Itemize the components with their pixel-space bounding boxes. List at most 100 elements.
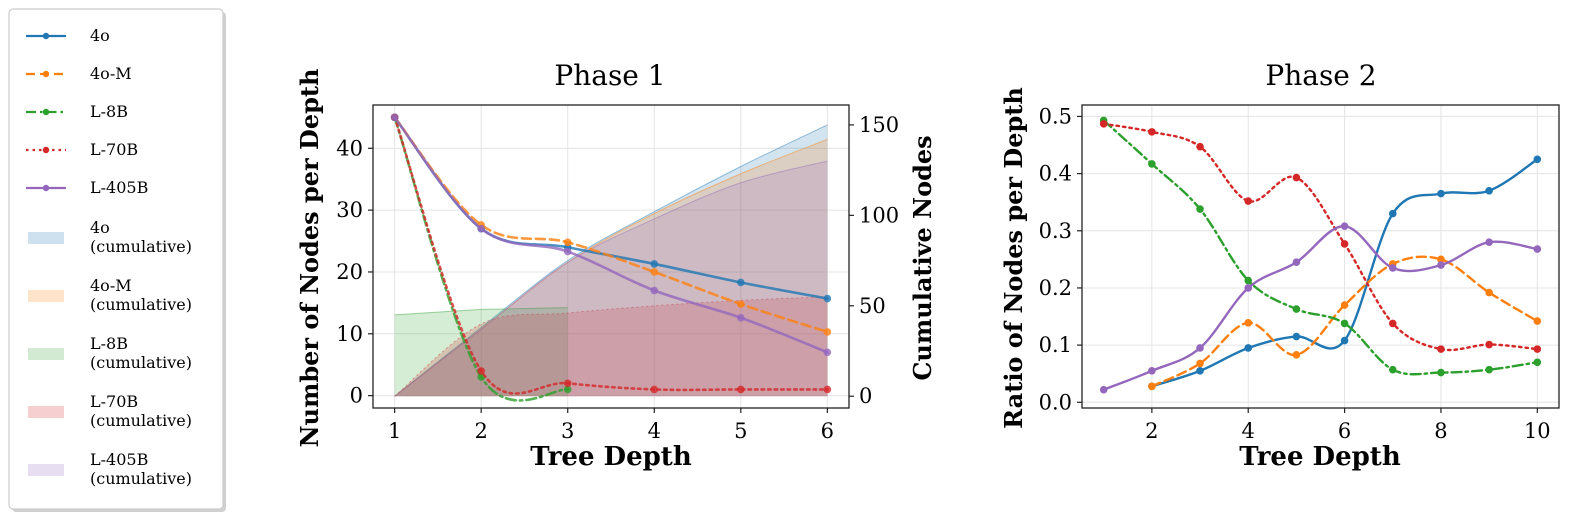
phase2-point-4o: [1388, 209, 1397, 218]
phase2-point-l-405b: [1485, 238, 1493, 247]
legend-frame: [8, 8, 224, 510]
phase2-ytick-label: 0.3: [1039, 219, 1072, 243]
phase2-point-l-405b: [1148, 367, 1156, 375]
phase1-point-l-70b: [650, 385, 659, 394]
phase1-ytick-label: 40: [336, 136, 363, 160]
phase1-y2tick-label: 150: [859, 113, 899, 137]
phase1-area-l-405b-cumulative: [394, 161, 828, 397]
legend-patch-sublabel-4o-m: (cumulative): [90, 295, 192, 314]
legend-patch-sublabel-4o: (cumulative): [90, 237, 192, 256]
phase2-line-l-70b: [1102, 122, 1539, 352]
phase1-area-4o-m-cumulative: [394, 139, 828, 397]
phase1-point-l-405b: [737, 313, 745, 322]
phase1-ylabel: Number of Nodes per Depth: [295, 69, 324, 448]
phase2-point-l-70b: [1292, 173, 1301, 182]
phase2-axes-frame: [1081, 104, 1560, 409]
phase1-point-l-405b: [563, 247, 572, 256]
phase1-point-4o-m: [737, 300, 745, 308]
legend-patch-label-4o-m: 4o-M: [90, 276, 132, 295]
legend-marker-4o: [42, 32, 50, 40]
phase2-point-4o: [1292, 332, 1301, 341]
phase2-title: Phase 2: [1265, 59, 1376, 92]
phase2-point-l-405b: [1437, 261, 1445, 269]
phase2-point-4o: [1437, 189, 1445, 198]
phase2-point-4o-m: [1196, 359, 1204, 368]
phase1-point-4o: [737, 278, 745, 287]
legend-patch-label-l-405b: L-405B: [90, 450, 148, 469]
phase1-title: Phase 1: [554, 59, 665, 92]
phase2-point-l-405b: [1388, 264, 1397, 272]
phase2-chart: Phase 2 2 4 6 8 10 0.0 0.1 0.2 0.3 0.4 0.5 Tree De…: [999, 59, 1560, 472]
phase1-y2tick-label: 50: [859, 294, 886, 318]
phase1-point-l-405b: [823, 348, 832, 357]
phase2-point-l-405b: [1196, 344, 1204, 352]
phase2-point-l-70b: [1099, 120, 1108, 128]
phase2-point-l-70b: [1533, 345, 1542, 353]
phase2-ytick-label: 0.5: [1039, 104, 1072, 128]
phase1-line-l-8b: [393, 116, 570, 402]
phase2-point-l-8b: [1196, 205, 1204, 213]
phase2-point-l-70b: [1244, 197, 1253, 205]
phase2-ytick-label: 0.2: [1039, 276, 1072, 300]
legend-label-4o: 4o: [90, 26, 110, 45]
phase1-point-l-405b: [477, 224, 485, 233]
phase2-point-l-8b: [1388, 365, 1397, 374]
phase1-ytick-label: 10: [336, 322, 363, 346]
phase2-point-l-8b: [1533, 358, 1542, 367]
phase1-xlabel: Tree Depth: [530, 442, 692, 472]
phase2-point-4o-m: [1533, 317, 1542, 325]
legend-patch-sublabel-l-70b: (cumulative): [90, 411, 192, 430]
phase2-point-4o-m: [1340, 301, 1349, 309]
legend-marker-l-405b: [42, 184, 50, 192]
phase2-point-4o: [1340, 336, 1349, 345]
legend-patch-l-405b-cumulative: [28, 464, 64, 476]
phase1-xtick-label: 2: [474, 419, 487, 443]
phase2-ytick-label: 0.0: [1039, 390, 1072, 414]
legend: 4o4o-ML-8BL-70BL-405B4o(cumulative)4o-M(…: [8, 8, 226, 512]
phase2-point-l-8b: [1148, 160, 1156, 168]
phase2-xlabel: Tree Depth: [1239, 442, 1401, 472]
phase2-xtick-label: 8: [1434, 419, 1447, 443]
legend-marker-4o-m: [42, 70, 50, 78]
phase2-point-l-70b: [1148, 128, 1156, 136]
phase1-y2label: Cumulative Nodes: [908, 135, 937, 380]
phase2-point-4o-m: [1437, 255, 1445, 264]
phase2-xtick-label: 4: [1242, 419, 1255, 443]
phase1-xtick-label: 6: [821, 419, 834, 443]
phase1-area-4o-cumulative: [394, 124, 828, 397]
phase1-chart: Phase 1 1 2 3 4 5 6 0 10 20 30 40 0 50 100 150 Tree De…: [295, 59, 937, 472]
phase2-point-l-405b: [1340, 222, 1349, 230]
phase2-point-l-70b: [1340, 240, 1349, 248]
legend-label-l-405b: L-405B: [90, 178, 148, 197]
phase1-line-l-405b: [393, 116, 829, 354]
phase1-xtick-label: 4: [648, 419, 661, 443]
legend-marker-l-8b: [42, 108, 50, 116]
phase2-ytick-label: 0.4: [1039, 162, 1072, 186]
phase1-point-l-405b: [650, 286, 659, 295]
phase2-ytick-label: 0.1: [1039, 333, 1072, 357]
phase1-area-edge-l-8b-cumulative: [394, 307, 568, 316]
phase2-point-l-8b: [1437, 368, 1445, 377]
phase1-area-l-70b-cumulative: [394, 296, 828, 397]
phase2-point-4o-m: [1292, 351, 1301, 359]
legend-patch-4o-m-cumulative: [28, 290, 64, 302]
phase2-ylabel: Ratio of Nodes per Depth: [999, 87, 1028, 429]
phase1-point-4o: [650, 260, 659, 268]
phase1-axes-frame: [372, 104, 850, 409]
legend-label-l-8b: L-8B: [90, 102, 128, 121]
phase2-line-l-405b: [1102, 224, 1539, 391]
phase2-point-4o: [1196, 367, 1204, 375]
phase2-point-l-8b: [1485, 365, 1493, 374]
phase1-point-l-70b: [737, 385, 745, 394]
phase2-xtick-label: 10: [1524, 419, 1551, 443]
phase1-point-4o-m: [563, 238, 572, 247]
phase2-point-l-70b: [1485, 340, 1493, 349]
phase2-point-l-8b: [1292, 305, 1301, 313]
phase2-point-l-405b: [1292, 258, 1301, 267]
phase1-point-4o: [823, 294, 832, 303]
phase2-xtick-label: 6: [1338, 419, 1351, 443]
phase2-line-l-8b: [1102, 119, 1539, 376]
phase1-point-l-8b: [563, 385, 572, 394]
phase1-point-l-70b: [823, 385, 832, 394]
legend-label-4o-m: 4o-M: [90, 64, 132, 83]
